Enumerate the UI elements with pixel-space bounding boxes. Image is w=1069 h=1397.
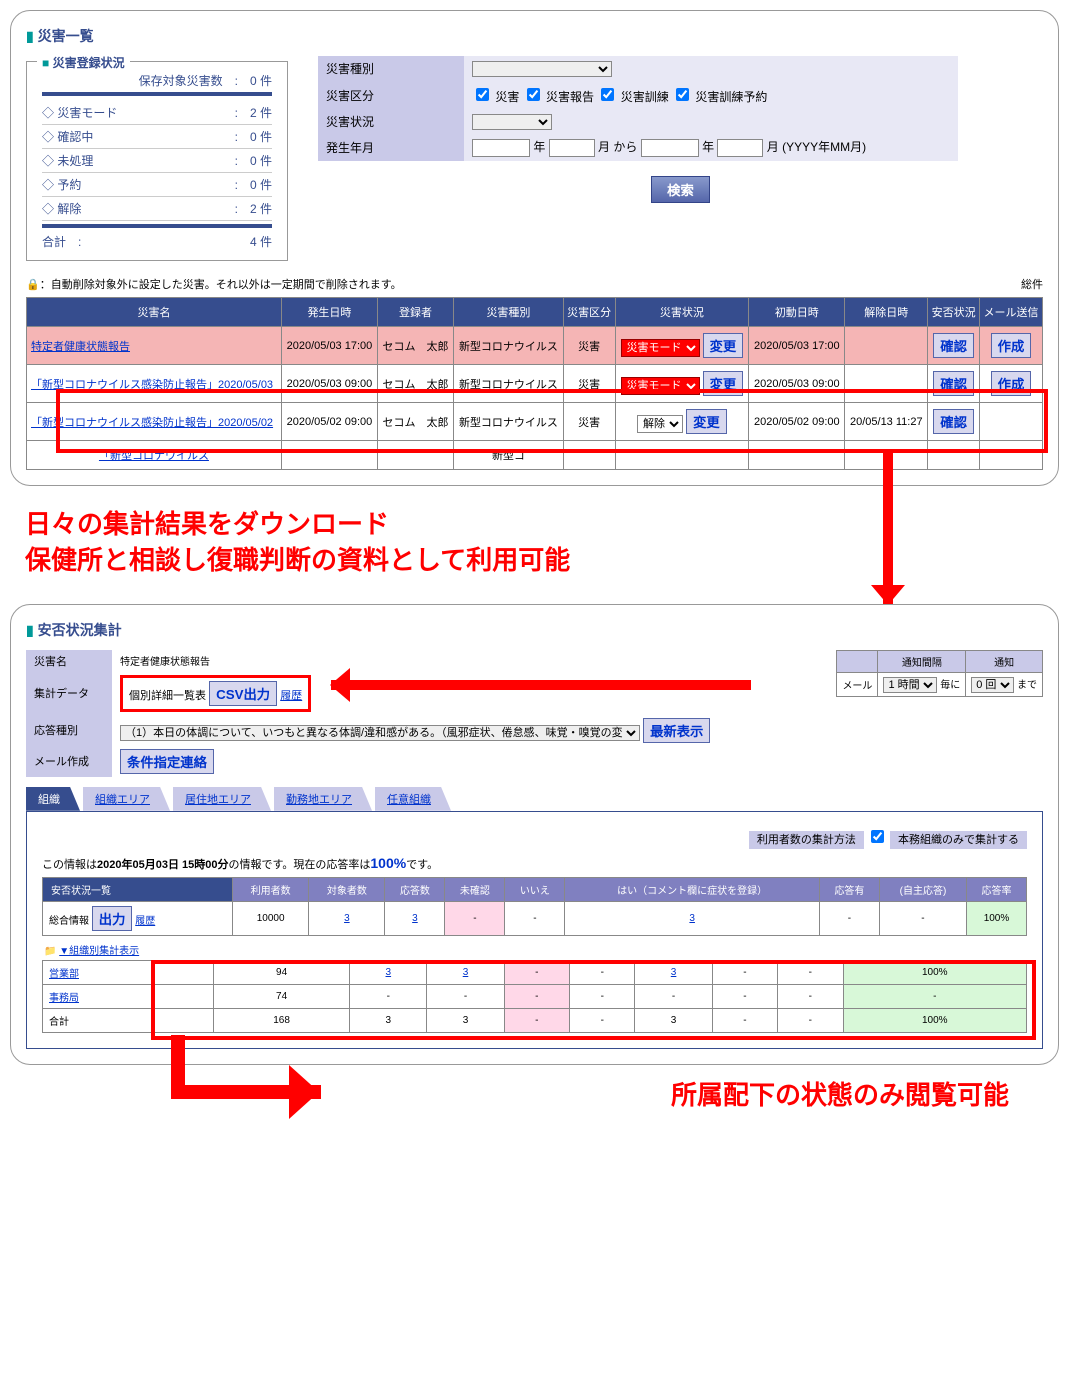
- table-row: 「新型コロナウイルス感染防止報告」2020/05/032020/05/03 09…: [27, 365, 1043, 403]
- disaster-list-panel: 災害一覧 災害登録状況 保存対象災害数 : 0 件 災害モード: 2 件確認中:…: [10, 10, 1059, 486]
- org-toggle-link[interactable]: ▼組織別集計表示: [59, 946, 139, 957]
- table-row: 「新型コロナウイルス感染防止報告」2020/05/022020/05/02 09…: [27, 403, 1043, 441]
- tab-3[interactable]: 勤務地エリア: [274, 787, 372, 811]
- confirm-button[interactable]: 確認: [933, 409, 974, 434]
- safety-summary-panel: 安否状況集計 通知間隔通知 メール 1 時間 毎に 0 回 まで 災害名特定者健…: [10, 604, 1059, 1065]
- disaster-link[interactable]: 特定者健康状態報告: [31, 341, 130, 353]
- latest-button[interactable]: 最新表示: [643, 718, 710, 743]
- create-button[interactable]: 作成: [991, 371, 1032, 396]
- history-link-2[interactable]: 履歴: [135, 916, 155, 927]
- tab-4[interactable]: 任意組織: [375, 787, 451, 811]
- disaster-link[interactable]: 「新型コロナウイルス: [99, 450, 209, 462]
- tab-2[interactable]: 居住地エリア: [173, 787, 271, 811]
- notify-interval-select[interactable]: 1 時間: [883, 677, 937, 693]
- response-type-select[interactable]: （1）本日の体調について、いつもと異なる体調/違和感がある。（風邪症状、倦怠感、…: [120, 725, 640, 741]
- disaster-link[interactable]: 「新型コロナウイルス感染防止報告」2020/05/03: [31, 379, 273, 391]
- confirm-button[interactable]: 確認: [933, 371, 974, 396]
- search-button[interactable]: 検索: [651, 176, 710, 203]
- note: 🔒：自動削除対象外に設定した災害。それ以外は一定期間で削除されます。 総件: [26, 276, 1043, 292]
- kubun-checkbox[interactable]: 災害訓練: [597, 90, 668, 104]
- tab-1[interactable]: 組織エリア: [83, 787, 170, 811]
- stat-org-table: 営業部9433--3--100%事務局74--------合計16833--3-…: [42, 960, 1027, 1033]
- create-button[interactable]: 作成: [991, 333, 1032, 358]
- change-button[interactable]: 変更: [703, 333, 744, 358]
- filter-area: 災害種別 災害区分 災害 災害報告 災害訓練 災害訓練予約 災害状況 発生年月 …: [318, 56, 1043, 218]
- table-row: 特定者健康状態報告2020/05/03 17:00セコム 太郎新型コロナウイルス…: [27, 327, 1043, 365]
- kubun-checkbox[interactable]: 災害報告: [523, 90, 594, 104]
- org-link[interactable]: 事務局: [49, 993, 79, 1004]
- count-method: 利用者数の集計方法 本務組織のみで集計する: [42, 827, 1027, 847]
- mode-select[interactable]: 災害モード: [621, 339, 700, 357]
- change-button[interactable]: 変更: [686, 409, 727, 434]
- disaster-status-select[interactable]: [472, 114, 552, 130]
- disaster-type-select[interactable]: [472, 61, 612, 77]
- panel1-title: 災害一覧: [26, 26, 1043, 46]
- info-line: この情報は2020年05月03日 15時00分の情報です。現在の応答率は100%…: [42, 855, 1027, 872]
- arrow-down: [883, 449, 893, 604]
- confirm-button[interactable]: 確認: [933, 333, 974, 358]
- panel2-title: 安否状況集計: [26, 620, 1043, 640]
- tab-body: 利用者数の集計方法 本務組織のみで集計する この情報は2020年05月03日 1…: [26, 811, 1043, 1049]
- registration-status-box: 災害登録状況 保存対象災害数 : 0 件 災害モード: 2 件確認中: 0 件未…: [26, 61, 288, 261]
- month-to-input[interactable]: [717, 139, 763, 157]
- disaster-table: 災害名発生日時登録者災害種別災害区分災害状況初動日時解除日時安否状況メール送信 …: [26, 297, 1043, 470]
- month-from-input[interactable]: [549, 139, 595, 157]
- lock-icon: 🔒: [26, 279, 40, 291]
- tabs: 組織組織エリア居住地エリア勤務地エリア任意組織: [26, 787, 1043, 811]
- history-link[interactable]: 履歴: [280, 690, 302, 702]
- org-row: 合計16833--3--100%: [43, 1008, 1027, 1032]
- folder-icon: 📁: [44, 946, 56, 957]
- summary-params: 災害名特定者健康状態報告 集計データ 個別詳細一覧表 CSV出力 履歴 応答種別…: [26, 650, 718, 777]
- year-to-input[interactable]: [641, 139, 699, 157]
- kubun-checkbox[interactable]: 災害訓練予約: [672, 90, 767, 104]
- mode-select[interactable]: 災害モード: [621, 377, 700, 395]
- kubun-checkbox[interactable]: 災害: [472, 90, 519, 104]
- change-button[interactable]: 変更: [703, 371, 744, 396]
- org-link[interactable]: 営業部: [49, 969, 79, 980]
- notify-count-select[interactable]: 0 回: [971, 677, 1014, 693]
- arrow-left: [331, 680, 751, 690]
- org-row: 営業部9433--3--100%: [43, 960, 1027, 984]
- output-button[interactable]: 出力: [92, 906, 133, 931]
- mode-select[interactable]: 解除: [637, 415, 683, 433]
- arrow-right: [171, 1085, 321, 1099]
- csv-highlight-box: 個別詳細一覧表 CSV出力 履歴: [120, 675, 311, 712]
- method-checkbox[interactable]: 本務組織のみで集計する: [867, 834, 1027, 846]
- tab-0[interactable]: 組織: [26, 787, 80, 811]
- csv-output-button[interactable]: CSV出力: [209, 681, 277, 706]
- year-from-input[interactable]: [472, 139, 530, 157]
- mail-condition-button[interactable]: 条件指定連絡: [120, 749, 214, 774]
- annotation-scope: 所属配下の状態のみ閲覧可能: [10, 1075, 1059, 1112]
- org-row: 事務局74--------: [43, 984, 1027, 1008]
- notify-table: 通知間隔通知 メール 1 時間 毎に 0 回 まで: [836, 650, 1043, 697]
- disaster-link[interactable]: 「新型コロナウイルス感染防止報告」2020/05/02: [31, 417, 273, 429]
- stat-table: 安否状況一覧利用者数対象者数応答数未確認いいえはい（コメント欄に症状を登録）応答…: [42, 877, 1027, 936]
- annotation-download: 日々の集計結果をダウンロード保健所と相談し復職判断の資料として利用可能: [25, 506, 1059, 579]
